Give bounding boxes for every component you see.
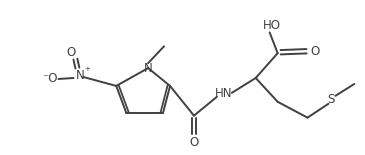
Text: S: S	[328, 93, 335, 106]
Text: N: N	[144, 62, 153, 75]
Text: HN: HN	[215, 87, 233, 100]
Text: +: +	[84, 66, 90, 72]
Text: N: N	[76, 69, 85, 82]
Text: O: O	[311, 45, 320, 58]
Text: ⁻O: ⁻O	[42, 73, 57, 86]
Text: O: O	[67, 46, 76, 59]
Text: HO: HO	[263, 19, 281, 32]
Text: O: O	[189, 136, 199, 149]
